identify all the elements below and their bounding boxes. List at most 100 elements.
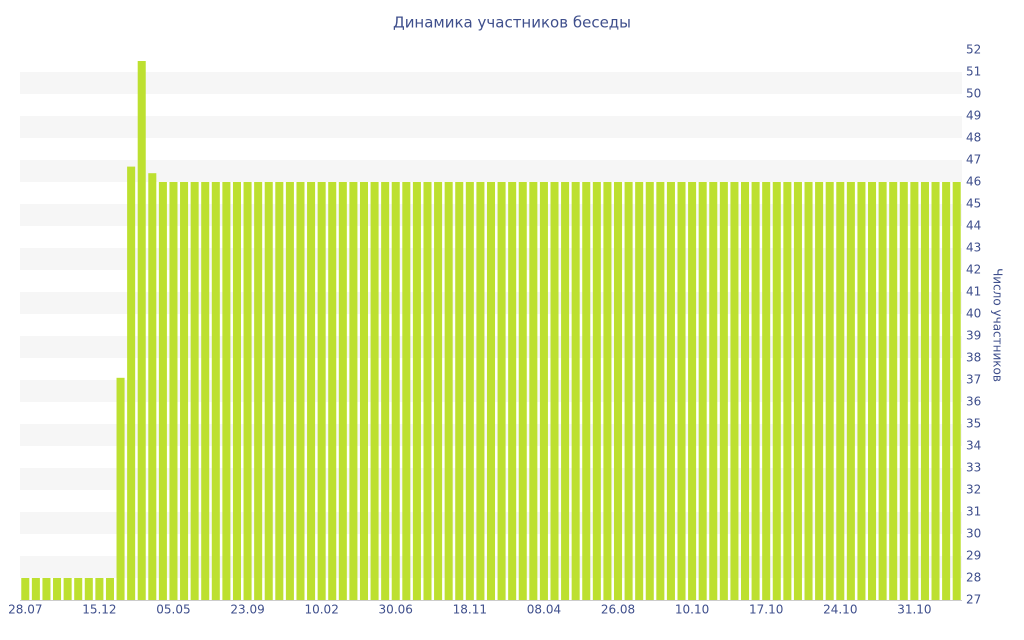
bar xyxy=(402,182,411,600)
bar xyxy=(931,182,940,600)
chart-title: Динамика участников беседы xyxy=(393,14,631,32)
y-tick-label: 40 xyxy=(966,307,981,321)
y-tick-label: 44 xyxy=(966,219,981,233)
y-tick-label: 41 xyxy=(966,285,981,299)
y-tick-label: 52 xyxy=(966,43,981,57)
y-tick-label: 47 xyxy=(966,153,981,167)
bar xyxy=(455,182,464,600)
y-tick-label: 49 xyxy=(966,109,981,123)
bar xyxy=(444,182,453,600)
bar xyxy=(423,182,432,600)
y-tick-label: 35 xyxy=(966,417,981,431)
y-tick-label: 42 xyxy=(966,263,981,277)
bar xyxy=(815,182,824,600)
bar xyxy=(53,578,62,600)
bar xyxy=(317,182,326,600)
bar xyxy=(942,182,951,600)
bar xyxy=(910,182,919,600)
x-tick-label: 15.12 xyxy=(82,603,116,617)
x-tick-label: 10.10 xyxy=(675,603,709,617)
bar xyxy=(254,182,263,600)
bar xyxy=(211,182,220,600)
y-tick-label: 51 xyxy=(966,65,981,79)
y-tick-label: 45 xyxy=(966,197,981,211)
bar xyxy=(613,182,623,600)
bar xyxy=(243,182,252,600)
bar xyxy=(180,182,189,600)
bar xyxy=(486,182,496,600)
bar xyxy=(349,182,358,600)
bar xyxy=(232,182,241,600)
bar xyxy=(793,182,802,600)
bar xyxy=(920,182,929,600)
bar xyxy=(296,182,305,600)
bar xyxy=(95,578,104,600)
x-tick-label: 17.10 xyxy=(749,603,783,617)
bar xyxy=(592,182,601,600)
bar xyxy=(868,182,877,600)
bar xyxy=(169,182,178,600)
y-tick-label: 39 xyxy=(966,329,981,343)
bar xyxy=(645,182,654,600)
bar xyxy=(889,182,898,600)
bar xyxy=(603,182,612,600)
bar xyxy=(465,182,474,600)
y-tick-label: 48 xyxy=(966,131,981,145)
bar xyxy=(31,578,40,600)
bar xyxy=(434,182,443,600)
bar xyxy=(328,182,337,600)
bar xyxy=(783,182,792,600)
bar xyxy=(412,182,421,600)
bar xyxy=(370,182,379,600)
bar xyxy=(656,182,665,600)
y-tick-label: 34 xyxy=(966,439,981,453)
bar xyxy=(730,182,739,600)
bar xyxy=(148,173,157,600)
bar xyxy=(190,182,199,600)
bar xyxy=(666,182,675,600)
bar xyxy=(698,182,707,600)
x-tick-label: 18.11 xyxy=(453,603,487,617)
bar xyxy=(846,182,855,600)
bar xyxy=(624,182,633,600)
bar xyxy=(751,182,760,600)
bar xyxy=(359,182,369,600)
bar xyxy=(571,182,580,600)
bar xyxy=(84,578,93,600)
bar xyxy=(222,182,231,600)
bar xyxy=(518,182,527,600)
bar xyxy=(158,182,167,600)
bar xyxy=(539,182,548,600)
x-tick-label: 31.10 xyxy=(897,603,931,617)
y-tick-label: 32 xyxy=(966,483,981,497)
x-tick-label: 05.05 xyxy=(156,603,190,617)
bar xyxy=(719,182,728,600)
bar xyxy=(772,182,781,600)
y-tick-label: 36 xyxy=(966,395,981,409)
bar xyxy=(741,182,750,600)
bar xyxy=(677,182,686,600)
bar xyxy=(709,182,718,600)
y-tick-label: 29 xyxy=(966,549,981,563)
grid-band xyxy=(20,116,962,138)
x-tick-label: 08.04 xyxy=(527,603,561,617)
y-tick-label: 33 xyxy=(966,461,981,475)
x-tick-label: 26.08 xyxy=(601,603,635,617)
bar xyxy=(550,182,559,600)
bar xyxy=(201,182,210,600)
bar xyxy=(307,182,316,600)
bar xyxy=(836,182,845,600)
bar xyxy=(804,182,813,600)
bar xyxy=(264,182,273,600)
x-tick-label: 30.06 xyxy=(379,603,413,617)
bar xyxy=(561,182,570,600)
y-tick-label: 37 xyxy=(966,373,981,387)
bar xyxy=(899,182,908,600)
bar xyxy=(63,578,72,600)
bar xyxy=(74,578,83,600)
bar xyxy=(497,182,506,600)
bar xyxy=(508,182,517,600)
bar xyxy=(42,578,51,600)
bar xyxy=(582,182,591,600)
